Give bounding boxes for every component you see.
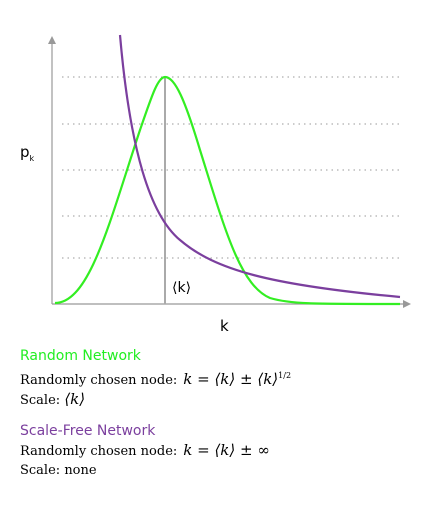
node-line: Randomly chosen node: k = ⟨k⟩ ± ⟨k⟩1/2 xyxy=(20,366,291,390)
scale-line: Scale: none xyxy=(20,461,270,480)
random-section: Random Network Randomly chosen node: k = … xyxy=(20,347,291,410)
section-title: Random Network xyxy=(20,348,141,364)
x-arrow xyxy=(403,300,411,308)
scale-free-section: Scale-Free Network Randomly chosen node:… xyxy=(20,422,270,480)
scale-value: ⟨k⟩ xyxy=(64,390,86,408)
section-title: Scale-Free Network xyxy=(20,423,156,439)
text: Randomly chosen node: xyxy=(20,373,178,388)
text: Randomly chosen node: xyxy=(20,444,178,459)
power-law-curve xyxy=(118,34,401,299)
plot: ⟨k⟩ pk k xyxy=(20,34,411,335)
text: Scale: xyxy=(20,393,61,408)
y-arrow xyxy=(48,36,56,44)
scale-line: Scale: ⟨k⟩ xyxy=(20,390,291,410)
formula: k = ⟨k⟩ ± ⟨k⟩1/2 xyxy=(183,370,291,388)
text: Scale: xyxy=(20,463,61,478)
scale-value: none xyxy=(64,463,97,478)
formula-text: k = ⟨k⟩ ± ⟨k⟩ xyxy=(183,370,279,388)
formula-sup: 1/2 xyxy=(278,371,292,380)
formula: k = ⟨k⟩ ± ∞ xyxy=(183,441,270,459)
x-label: k xyxy=(220,317,229,335)
mean-label: ⟨k⟩ xyxy=(172,280,191,296)
poisson-curve xyxy=(54,75,401,306)
y-label: pk xyxy=(20,143,35,163)
node-line: Randomly chosen node: k = ⟨k⟩ ± ∞ xyxy=(20,441,270,461)
grid xyxy=(62,76,400,259)
